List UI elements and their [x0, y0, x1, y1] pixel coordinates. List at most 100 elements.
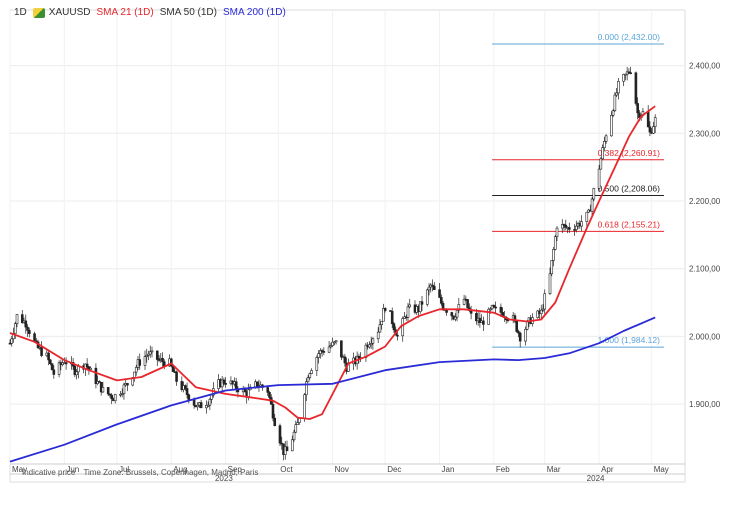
candle	[333, 341, 336, 346]
candle	[89, 366, 92, 370]
candle	[420, 296, 424, 311]
candle	[113, 393, 117, 404]
legend-sma200[interactable]: SMA 200 (1D)	[222, 7, 286, 18]
candle	[266, 385, 270, 396]
candle	[615, 88, 618, 97]
x-tick-label: May	[12, 465, 27, 474]
x-tick-label: Mar	[547, 465, 561, 474]
x-tick-label: Sep	[228, 465, 243, 474]
y-tick-label: 2.200,00	[689, 197, 721, 206]
candle	[478, 312, 482, 328]
candle	[327, 341, 331, 353]
gold-symbol-icon	[32, 7, 45, 18]
candle	[10, 335, 14, 347]
candle	[457, 297, 461, 314]
candle	[285, 440, 289, 452]
candle	[454, 313, 457, 322]
candle	[26, 324, 29, 337]
candle	[487, 307, 490, 325]
candle	[482, 316, 485, 332]
y-tick-label: 2.300,00	[689, 129, 721, 138]
x-tick-label: May	[654, 465, 669, 474]
fib-label: 0.500 (2,208.06)	[598, 184, 661, 194]
candle	[541, 304, 545, 313]
candle	[383, 307, 387, 313]
fib-label: 1.000 (1,984.12)	[598, 335, 661, 345]
candle	[627, 68, 631, 75]
year-label: 2023	[215, 474, 233, 483]
candle	[49, 359, 52, 366]
candle	[585, 211, 589, 228]
candle	[378, 318, 382, 333]
legend: 1D XAUUSD SMA 21 (1D) SMA 50 (1D) SMA 20…	[14, 7, 292, 18]
candle	[406, 302, 410, 323]
candle	[567, 222, 571, 234]
sma200-line	[9, 316, 656, 463]
candle	[304, 378, 308, 402]
candle	[552, 247, 555, 267]
candle	[513, 313, 517, 324]
candle	[543, 289, 547, 316]
candle	[401, 316, 405, 342]
candle	[155, 350, 159, 367]
candle	[611, 109, 615, 118]
y-tick-label: 2.000,00	[689, 332, 721, 341]
candle	[315, 355, 319, 377]
candle	[455, 309, 459, 322]
candle	[439, 294, 443, 306]
candle	[319, 348, 322, 359]
candle	[601, 144, 604, 161]
candle	[390, 307, 394, 328]
candle	[292, 429, 296, 442]
candle	[389, 310, 392, 312]
fib-levels: 0.000 (2,432.00) 0.382 (2,260.91) 0.500 (2…	[492, 32, 664, 348]
candle	[8, 339, 12, 345]
candle	[317, 350, 320, 364]
candle	[294, 420, 298, 434]
candle	[629, 66, 632, 75]
timeframe-label[interactable]: 1D	[14, 7, 27, 18]
candle	[517, 329, 520, 338]
candle	[425, 288, 429, 307]
candle	[564, 219, 568, 231]
y-tick-label: 2.100,00	[689, 265, 721, 274]
candle	[329, 342, 333, 349]
candle	[574, 220, 578, 233]
candle	[382, 303, 385, 322]
candle	[47, 350, 50, 366]
candle	[550, 260, 554, 277]
candle	[24, 314, 28, 334]
candle	[343, 353, 347, 367]
x-axis: May Jun Jul Aug Sep Oct Nov Dec Jan Feb Mar Apr May 2…	[10, 463, 685, 483]
candle	[150, 346, 154, 358]
legend-sma50[interactable]: SMA 50 (1D)	[159, 7, 217, 18]
candle	[368, 341, 371, 349]
fib-label: 0.000 (2,432.00)	[598, 32, 661, 42]
symbol-label[interactable]: XAUUSD	[48, 7, 91, 18]
candle	[524, 326, 527, 346]
x-tick-label: Nov	[335, 465, 349, 474]
fib-label: 0.382 (2,260.91)	[598, 148, 661, 158]
candle	[427, 283, 431, 296]
candle	[408, 298, 412, 309]
candle	[432, 282, 436, 290]
legend-sma21[interactable]: SMA 21 (1D)	[96, 7, 154, 18]
timezone-note: Time Zone: Brussels, Copenhagen, Madrid,…	[83, 468, 259, 477]
candle	[169, 357, 173, 368]
candle	[320, 348, 324, 357]
candle	[110, 393, 113, 405]
x-tick-label: Jun	[66, 465, 79, 474]
candle	[148, 345, 152, 358]
year-label: 2024	[587, 474, 605, 483]
candle	[222, 377, 226, 386]
candle	[371, 337, 375, 350]
price-note: Indicative price	[22, 468, 76, 477]
candle	[580, 215, 583, 232]
candle	[599, 156, 603, 170]
candle	[553, 234, 557, 251]
x-tick-label: Apr	[601, 465, 614, 474]
y-tick-label: 1.900,00	[689, 400, 721, 409]
candle	[13, 321, 17, 339]
fib-label: 0.618 (2,155.21)	[598, 219, 661, 229]
